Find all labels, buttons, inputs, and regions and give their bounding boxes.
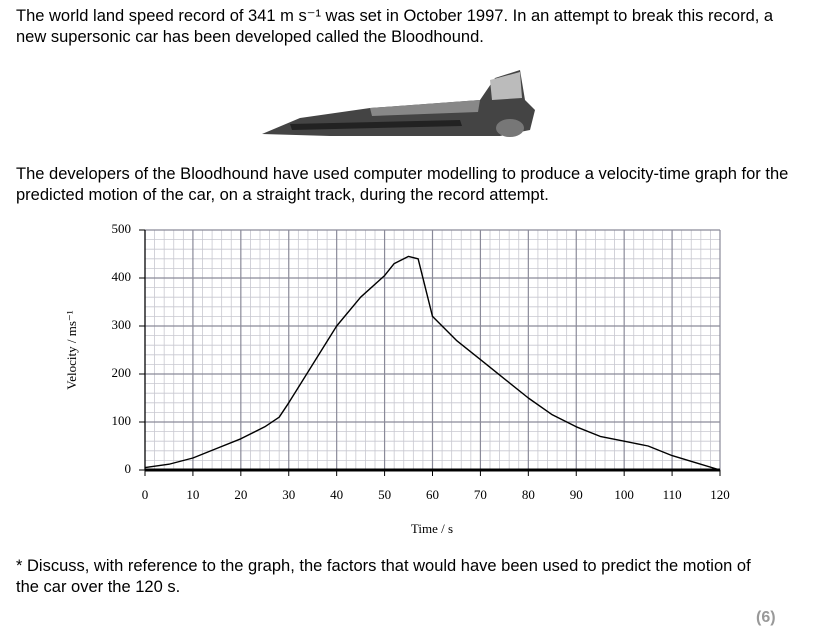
y-tick-label: 400 — [112, 269, 132, 284]
x-tick-label: 70 — [474, 487, 487, 502]
car-image — [262, 70, 535, 137]
x-tick-label: 90 — [570, 487, 583, 502]
y-tick-label: 500 — [112, 221, 132, 236]
question-text: * Discuss, with reference to the graph, … — [16, 557, 751, 596]
x-tick-label: 110 — [663, 487, 682, 502]
x-axis-label: Time / s — [411, 521, 453, 536]
x-tick-label: 20 — [234, 487, 247, 502]
y-tick-label: 0 — [125, 461, 132, 476]
intro-text: The world land speed record of 341 m s⁻¹… — [16, 7, 774, 46]
y-tick-label: 200 — [112, 365, 132, 380]
context-text: The developers of the Bloodhound have us… — [16, 165, 789, 204]
x-tick-label: 30 — [282, 487, 295, 502]
x-tick-label: 100 — [614, 487, 634, 502]
x-tick-label: 0 — [142, 487, 149, 502]
marks: (6) — [756, 609, 776, 626]
velocity-line — [144, 255, 721, 471]
y-axis-label: Velocity / ms⁻¹ — [64, 310, 79, 389]
x-tick-label: 40 — [330, 487, 343, 502]
x-tick-label: 120 — [710, 487, 730, 502]
x-tick-label: 60 — [426, 487, 439, 502]
x-tick-label: 80 — [522, 487, 535, 502]
x-tick-label: 50 — [378, 487, 391, 502]
x-tick-label: 10 — [186, 487, 199, 502]
y-tick-label: 300 — [112, 317, 132, 332]
y-tick-label: 100 — [112, 413, 132, 428]
